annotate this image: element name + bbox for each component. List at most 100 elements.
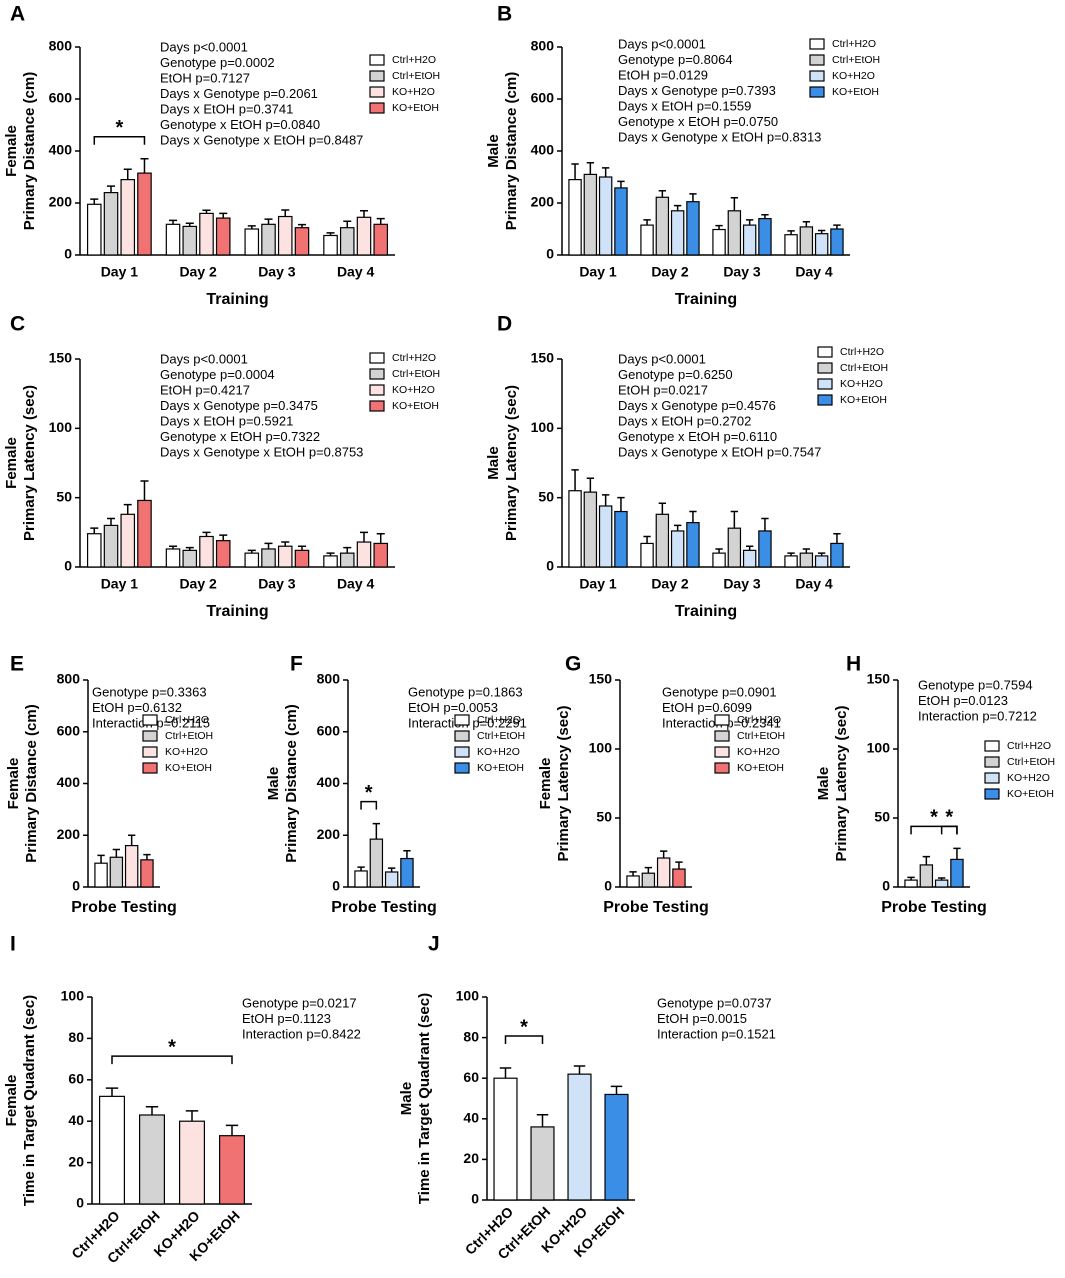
error-bar [907,876,915,881]
legend-label: KO+H2O [832,70,875,82]
error-bar [185,546,194,551]
x-axis-label: Probe Testing [71,899,177,916]
error-bar [281,209,290,217]
error-bar [247,549,256,554]
y-tick-label: 40 [463,1110,479,1126]
y-tick-label: 200 [317,826,341,842]
y-axis-label: Male [398,1082,415,1115]
bar [604,1093,629,1201]
y-tick-label: 800 [57,671,81,687]
error-bar [573,1065,586,1075]
error-bar [127,834,136,846]
y-axis-label: Time in Target Quadrant (sec) [21,995,38,1206]
legend-label: KO+H2O [840,378,883,390]
bar [784,234,798,256]
stat-line: Genotype p=0.7594 [918,677,1033,692]
legend-label: Ctrl+H2O [832,38,876,50]
error-bar [143,853,151,860]
legend-swatch [817,346,833,358]
legend-swatch [369,86,385,98]
error-bar [499,1067,512,1079]
bar [103,524,119,568]
legend-swatch [454,730,470,742]
bar [614,510,628,568]
error-bar [689,193,697,202]
error-bar [730,197,739,211]
y-tick-label: 800 [49,38,73,54]
bar [277,545,293,568]
stat-line: Days p<0.0001 [618,36,706,51]
stat-line: EtOH p=0.0123 [918,693,1008,708]
y-tick-label: 20 [68,1153,84,1169]
y-tick-label: 0 [471,1191,479,1207]
error-bar [343,220,352,228]
stat-line: Genotype x EtOH p=0.0840 [160,117,320,132]
y-tick-label: 0 [72,878,80,894]
legend-swatch [369,368,385,380]
error-bar [617,496,625,512]
bar [727,527,742,568]
significance-bracket [504,1035,544,1045]
significance-label: * [168,1036,176,1058]
x-tick-label: Day 1 [579,264,617,280]
legend-swatch [714,730,730,742]
bar [244,552,260,568]
legend-label: Ctrl+EtOH [392,368,440,380]
error-bar [264,218,273,225]
bar [799,552,814,568]
error-bar [730,510,739,529]
bar [139,1114,166,1205]
error-bar [833,532,841,544]
stat-line: Days p<0.0001 [160,39,248,54]
stat-line: Genotype p=0.6250 [618,367,733,382]
error-bar [658,190,667,198]
legend-label: KO+H2O [165,746,208,758]
bar [686,201,700,256]
y-tick-label: 0 [64,246,72,262]
legend-swatch [369,384,385,396]
legend-swatch [984,740,1000,752]
error-bar [787,230,795,235]
bar [373,223,389,256]
error-bar [787,552,795,556]
bar [640,542,654,568]
bar [672,868,686,888]
y-tick-label: 80 [68,1029,84,1045]
legend-swatch [714,762,730,774]
x-axis-label: Probe Testing [603,899,709,916]
bar [384,871,399,888]
error-bar [922,855,931,865]
error-bar [90,527,99,534]
y-axis-label: Male [485,446,502,479]
bar [742,549,757,568]
error-bar [715,548,723,554]
stat-line: Genotype p=0.0002 [160,55,275,70]
x-tick-label: Day 1 [101,576,139,592]
error-bar [264,542,273,549]
x-tick-label: Day 3 [723,264,761,280]
stat-line: Genotype p=0.0901 [662,684,777,699]
legend-swatch [714,746,730,758]
bar [373,542,389,568]
error-bar [802,220,811,227]
legend-swatch [142,762,158,774]
stat-line: Days x Genotype p=0.7393 [618,83,776,98]
bar [655,196,670,256]
bar [323,555,338,568]
bar [784,555,798,568]
error-bar [658,502,667,515]
stat-line: Days x Genotype x EtOH p=0.8487 [160,132,363,147]
bar [124,844,139,888]
error-bar [185,1110,199,1122]
error-bar [202,209,211,214]
bar [614,187,628,256]
legend-label: Ctrl+H2O [477,714,521,726]
y-tick-label: 50 [538,488,554,504]
error-bar [357,866,365,871]
error-bar [953,847,961,860]
x-tick-label: Day 4 [337,576,375,592]
y-tick-label: 600 [531,90,555,106]
significance-label: * [520,1016,528,1038]
legend-swatch [817,362,833,374]
stat-line: Days x Genotype x EtOH p=0.8313 [618,129,821,144]
